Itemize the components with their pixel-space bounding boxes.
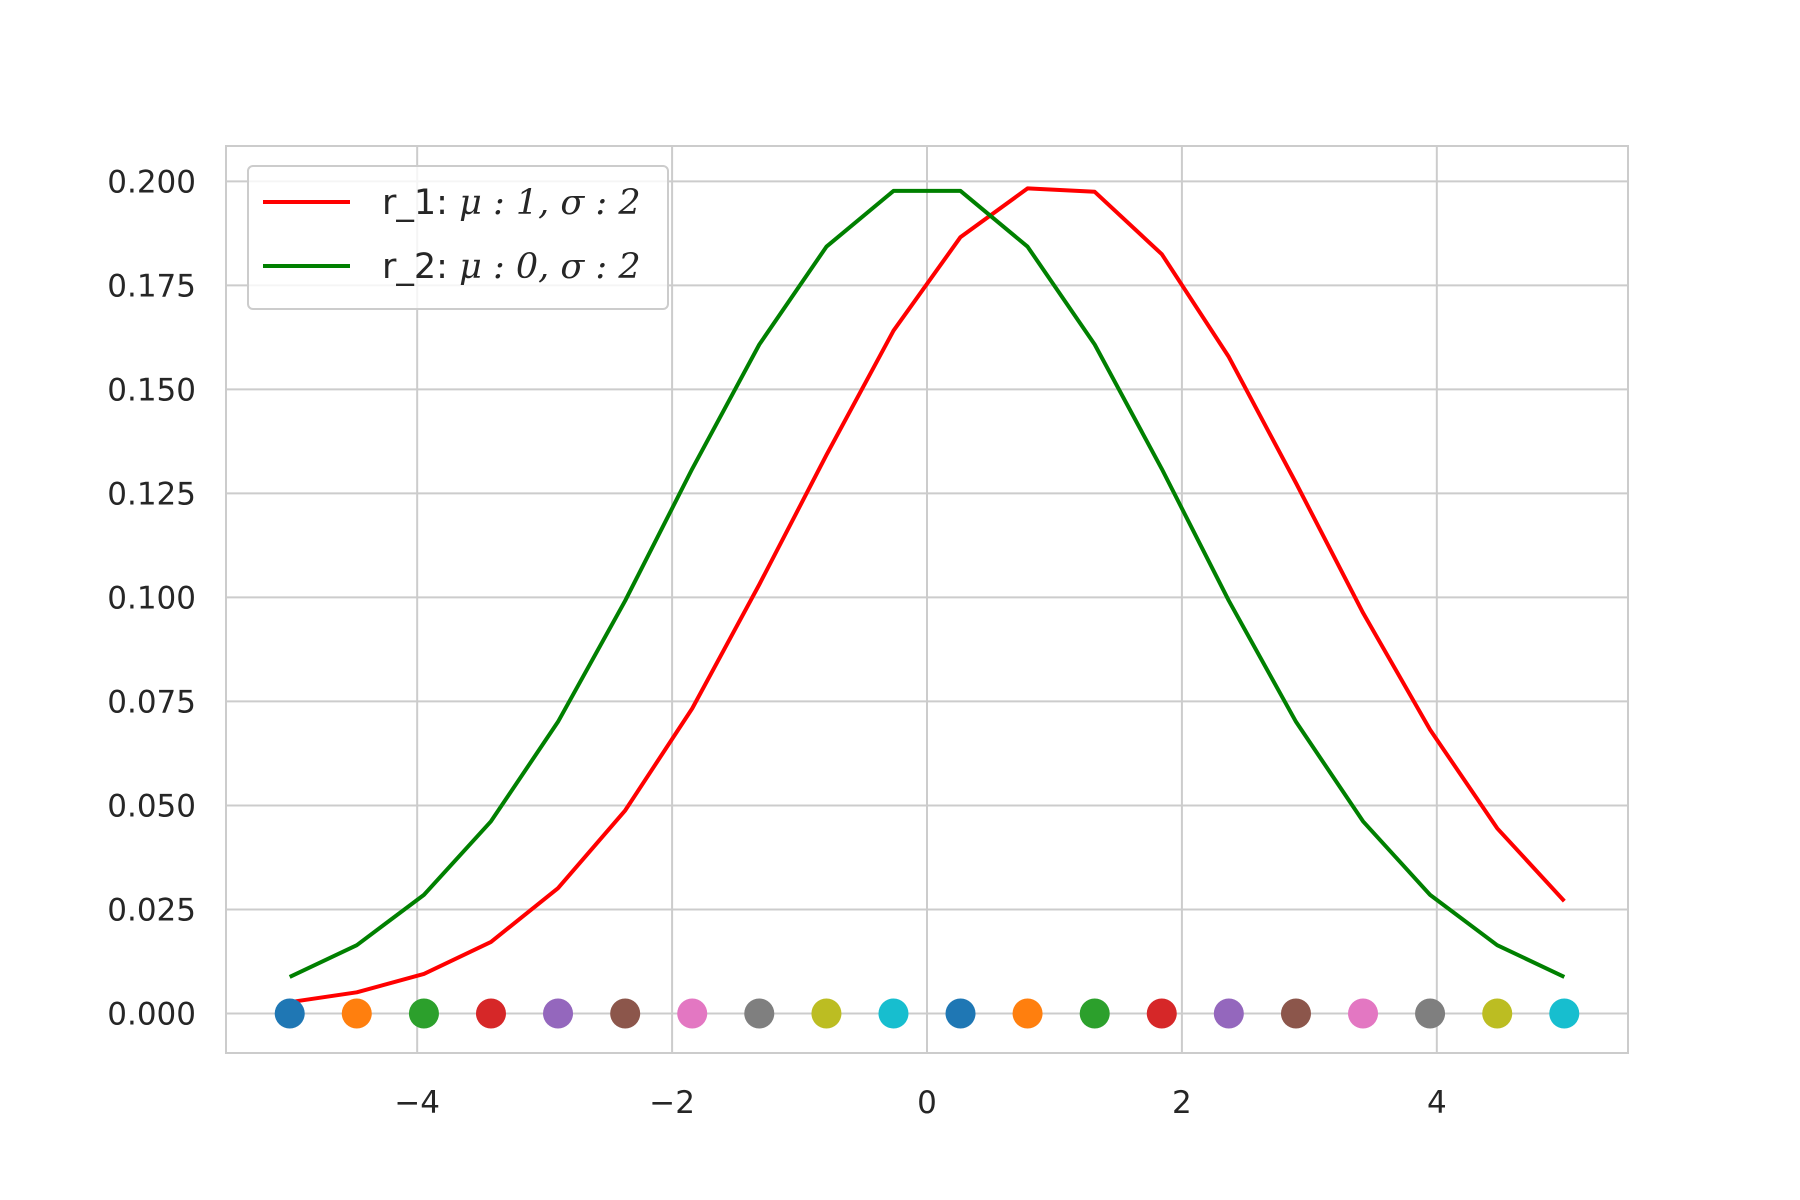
grid bbox=[226, 146, 1628, 1053]
series-line-2 bbox=[288, 188, 1566, 979]
y-tick-label: 0.050 bbox=[107, 788, 196, 824]
x-tick-label: 0 bbox=[917, 1085, 937, 1121]
zero-marker-point bbox=[1482, 998, 1513, 1029]
zero-marker-point bbox=[1079, 998, 1110, 1029]
legend: r_1: μ : 1, σ : 2 r_2: μ : 0, σ : 2 bbox=[247, 165, 669, 310]
x-axis-tick-labels: −4 −2 0 2 4 bbox=[394, 1085, 1446, 1121]
zero-marker-point bbox=[945, 998, 976, 1029]
zero-marker-point bbox=[274, 998, 305, 1029]
x-tick-label: 4 bbox=[1427, 1085, 1447, 1121]
y-tick-label: 0.175 bbox=[107, 268, 196, 304]
zero-marker-point bbox=[1549, 998, 1580, 1029]
zero-marker-point bbox=[878, 998, 909, 1029]
zero-marker-point bbox=[1012, 998, 1043, 1029]
y-tick-label: 0.200 bbox=[107, 164, 196, 200]
y-tick-label: 0.000 bbox=[107, 996, 196, 1032]
series-line-1 bbox=[289, 186, 1566, 1005]
series-lines bbox=[288, 186, 1566, 1005]
y-tick-label: 0.150 bbox=[107, 372, 196, 408]
x-tick-label: −4 bbox=[394, 1085, 440, 1121]
y-tick-label: 0.100 bbox=[107, 580, 196, 616]
zero-marker-point bbox=[475, 998, 506, 1029]
zero-marker-point bbox=[610, 998, 641, 1029]
zero-marker-point bbox=[1146, 998, 1177, 1029]
plot-frame bbox=[225, 145, 1629, 1054]
zero-marker-point bbox=[341, 998, 372, 1029]
zero-marker-point bbox=[677, 998, 708, 1029]
x-tick-label: −2 bbox=[649, 1085, 695, 1121]
zero-marker-point bbox=[744, 998, 775, 1029]
zero-marker-point bbox=[543, 998, 574, 1029]
zero-marker-point bbox=[1213, 998, 1244, 1029]
zero-marker-point bbox=[408, 998, 439, 1029]
legend-box bbox=[247, 165, 669, 310]
legend-label-2: r_2: μ : 0, σ : 2 bbox=[382, 247, 641, 287]
y-tick-label: 0.075 bbox=[107, 684, 196, 720]
zero-marker-point bbox=[811, 998, 842, 1029]
zero-marker-point bbox=[1280, 998, 1311, 1029]
zero-markers bbox=[274, 998, 1580, 1029]
zero-marker-point bbox=[1415, 998, 1446, 1029]
legend-label-1: r_1: μ : 1, σ : 2 bbox=[382, 183, 641, 223]
zero-marker-point bbox=[1348, 998, 1379, 1029]
y-tick-label: 0.125 bbox=[107, 476, 196, 512]
x-tick-label: 2 bbox=[1172, 1085, 1192, 1121]
y-tick-label: 0.025 bbox=[107, 892, 196, 928]
y-axis-tick-labels: 0.000 0.025 0.050 0.075 0.100 0.125 0.150 0.175… bbox=[107, 164, 196, 1032]
